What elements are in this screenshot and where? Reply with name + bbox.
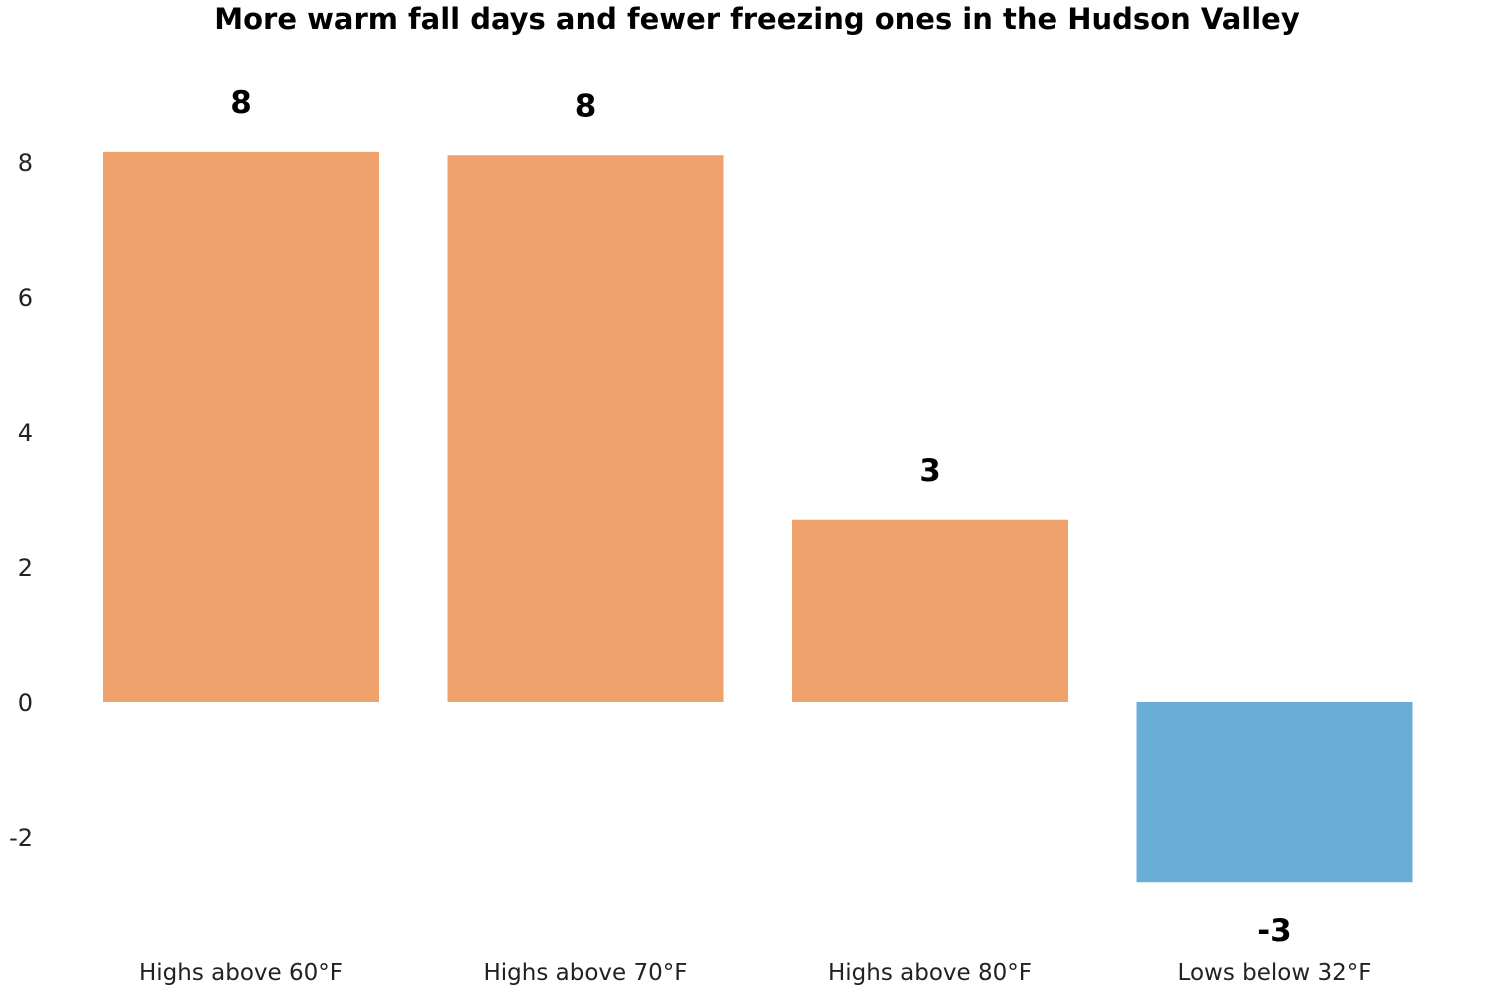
category-labels: Highs above 60°F Highs above 70°F Highs ab… bbox=[139, 960, 1371, 986]
y-axis-ticks: -2 0 2 4 6 8 bbox=[9, 149, 33, 852]
data-labels: 8 8 3 -3 bbox=[230, 85, 1292, 949]
bar bbox=[1136, 702, 1413, 883]
y-tick-label: 4 bbox=[18, 419, 33, 447]
y-tick-label: 6 bbox=[18, 284, 33, 312]
chart-title: More warm fall days and fewer freezing o… bbox=[214, 2, 1300, 36]
bars bbox=[103, 151, 1413, 883]
y-tick-label: 2 bbox=[18, 554, 33, 582]
data-label: 3 bbox=[919, 453, 941, 489]
bar bbox=[103, 151, 379, 702]
bar bbox=[792, 519, 1068, 702]
category-label: Highs above 60°F bbox=[139, 960, 343, 986]
data-label: -3 bbox=[1257, 913, 1291, 949]
data-label: 8 bbox=[230, 85, 252, 121]
category-label: Highs above 80°F bbox=[828, 960, 1032, 986]
category-label: Highs above 70°F bbox=[484, 960, 688, 986]
bar bbox=[447, 155, 724, 702]
y-tick-label: 8 bbox=[18, 149, 33, 177]
y-tick-label: -2 bbox=[9, 824, 33, 852]
y-tick-label: 0 bbox=[18, 689, 33, 717]
data-label: 8 bbox=[575, 88, 597, 124]
category-label: Lows below 32°F bbox=[1178, 960, 1372, 986]
